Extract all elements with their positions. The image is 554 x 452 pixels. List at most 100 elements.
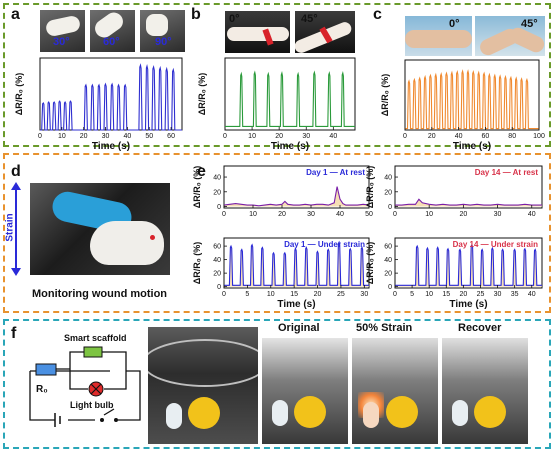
y-axis-label: ΔR/R₀ (%) xyxy=(192,242,202,285)
y-axis-label: ΔR/R₀ (%) xyxy=(197,73,207,116)
photo-wrist-45: 45° xyxy=(295,11,355,53)
switch-icon xyxy=(100,418,104,422)
circuit-wire xyxy=(29,370,141,421)
bulb-shape xyxy=(272,400,288,426)
x-tick-label: 20 xyxy=(80,133,88,140)
x-axis-label: Time (s) xyxy=(449,299,487,310)
smart-scaffold-icon xyxy=(83,346,103,358)
y-tick-label: 20 xyxy=(384,271,392,278)
x-tick-label: 30 xyxy=(494,211,502,218)
x-tick-label: 0 xyxy=(222,211,226,218)
x-tick-label: 10 xyxy=(58,133,66,140)
chart-title: Day 1 — At rest xyxy=(306,168,365,177)
photo-label-recover: Recover xyxy=(458,322,502,334)
photo-finger-90: 90° xyxy=(140,10,185,52)
emoji-icon xyxy=(386,396,418,428)
x-axis-label: Time (s) xyxy=(453,141,491,152)
y-tick-label: 20 xyxy=(213,271,221,278)
x-tick-label: 5 xyxy=(245,291,249,298)
x-axis-label: Time (s) xyxy=(271,141,309,152)
x-tick-label: 5 xyxy=(410,291,414,298)
y-tick-label: 20 xyxy=(384,189,392,196)
y-tick-label: 0 xyxy=(388,204,392,211)
series-area xyxy=(224,186,369,207)
y-tick-label: 60 xyxy=(213,244,221,251)
x-tick-label: 15 xyxy=(290,291,298,298)
chart-title: Day 14 — At rest xyxy=(475,168,539,177)
panel-label-d: d xyxy=(11,163,21,180)
x-axis-label: Time (s) xyxy=(277,299,315,310)
y-tick-label: 60 xyxy=(384,244,392,251)
x-tick-label: 10 xyxy=(425,291,433,298)
x-tick-label: 30 xyxy=(302,133,310,140)
plot-frame xyxy=(394,165,543,209)
plot-frame xyxy=(394,237,543,289)
strain-arrow xyxy=(15,186,17,270)
angle-label: 0° xyxy=(449,18,460,30)
bulb-shape xyxy=(363,402,379,428)
x-tick-label: 10 xyxy=(425,211,433,218)
x-tick-label: 30 xyxy=(102,133,110,140)
top-frame xyxy=(3,3,551,147)
chart-title: Day 14 — Under strain xyxy=(453,240,538,249)
y-tick-label: 40 xyxy=(213,175,221,182)
y-tick-label: 0 xyxy=(217,204,221,211)
x-tick-label: 100 xyxy=(533,133,545,140)
x-tick-label: 30 xyxy=(307,211,315,218)
x-tick-label: 20 xyxy=(278,211,286,218)
y-axis-label: ΔR/R₀ (%) xyxy=(365,166,375,209)
photo-wrist-0: 0° xyxy=(225,11,290,53)
x-tick-label: 10 xyxy=(267,291,275,298)
photo-finger-30: 30° xyxy=(40,10,85,52)
x-tick-label: 50 xyxy=(365,211,373,218)
photo-knee-0: 0° xyxy=(405,16,472,56)
x-tick-label: 60 xyxy=(167,133,175,140)
emoji-icon xyxy=(188,397,220,429)
y-tick-label: 20 xyxy=(213,189,221,196)
angle-label: 45° xyxy=(301,13,318,25)
angle-label: 90° xyxy=(155,36,172,48)
plot-frame xyxy=(224,57,356,131)
wound-motion-caption: Monitoring wound motion xyxy=(32,288,168,300)
x-tick-label: 15 xyxy=(442,291,450,298)
rat-shape xyxy=(90,221,164,265)
angle-label: 45° xyxy=(521,18,538,30)
series-line xyxy=(395,198,542,206)
photo-label-original: Original xyxy=(278,322,320,334)
x-tick-label: 0 xyxy=(403,133,407,140)
hand-shape xyxy=(227,27,289,41)
x-tick-label: 30 xyxy=(360,291,368,298)
r0-label: R₀ xyxy=(36,384,48,395)
x-tick-label: 20 xyxy=(428,133,436,140)
circuit-wire xyxy=(56,351,127,390)
series-line xyxy=(395,243,542,286)
x-tick-label: 0 xyxy=(393,291,397,298)
photo-finger-60: 60° xyxy=(90,10,135,52)
angle-label: 0° xyxy=(229,13,240,25)
panel-label-c: c xyxy=(373,6,382,23)
bulb-shape xyxy=(166,403,182,429)
x-axis-label: Time (s) xyxy=(92,141,130,152)
light-bulb-label: Light bulb xyxy=(70,400,114,410)
photo-rat xyxy=(30,183,170,275)
switch-icon xyxy=(114,418,118,422)
series-line xyxy=(405,69,539,130)
x-tick-label: 35 xyxy=(511,291,519,298)
x-tick-label: 10 xyxy=(249,211,257,218)
panel-label-e: e xyxy=(197,163,206,180)
series-line xyxy=(225,70,355,127)
photo-50-strain xyxy=(352,338,438,444)
chart-title: Day 1 — Under strain xyxy=(284,240,365,249)
photo-setup xyxy=(148,327,258,444)
resistor-r0-icon xyxy=(35,363,57,376)
y-axis-label: ΔR/R₀ (%) xyxy=(14,73,24,116)
x-tick-label: 40 xyxy=(336,211,344,218)
photo-knee-45: 45° xyxy=(475,16,545,56)
x-tick-label: 0 xyxy=(38,133,42,140)
series-line xyxy=(223,186,370,207)
angle-label: 60° xyxy=(103,36,120,48)
hand-shape xyxy=(146,14,168,36)
series-line xyxy=(40,63,182,131)
